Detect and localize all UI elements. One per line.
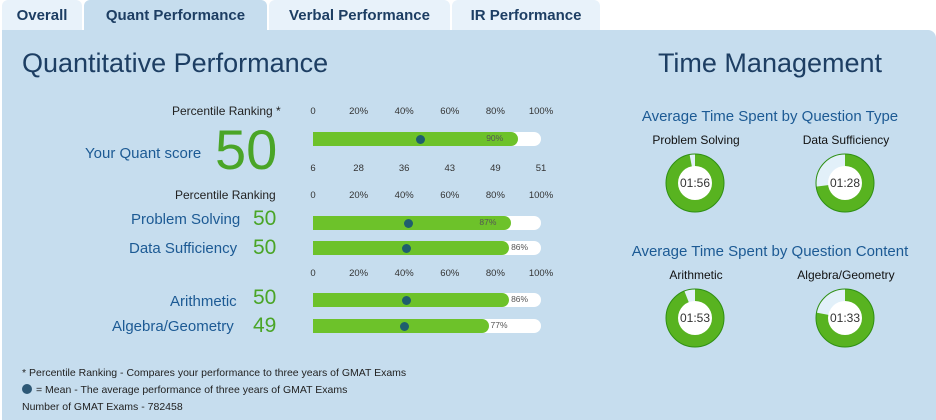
- pie-time-arithmetic: 01:53: [679, 311, 711, 325]
- mean-marker: [401, 295, 411, 305]
- data-sufficiency-label: Data Sufficiency: [129, 240, 238, 257]
- axis-tick: 100%: [528, 106, 554, 117]
- tab-verbal-performance[interactable]: Verbal Performance: [269, 0, 450, 30]
- pie-center: [828, 166, 862, 200]
- algebra-geometry-bar: 77%: [313, 319, 541, 333]
- axis-tick: 40%: [394, 190, 414, 201]
- footnote-percentile: * Percentile Ranking - Compares your per…: [22, 367, 407, 379]
- problem-solving-score: 50: [253, 207, 277, 230]
- quant-percentile-bar: 90%: [313, 132, 541, 146]
- pie-center: [678, 166, 712, 200]
- axis-tick: 0: [310, 268, 316, 279]
- axis-tick: 0: [310, 190, 316, 201]
- bar-fill: [313, 132, 519, 146]
- bar-fill: [313, 293, 510, 307]
- time-by-content-title: Average Time Spent by Question Content: [631, 243, 909, 260]
- mean-dot-icon: [22, 384, 32, 394]
- pie-label-problem-solving: Problem Solving: [652, 133, 740, 147]
- data-sufficiency-score: 50: [253, 236, 277, 259]
- axis-tick: 60%: [440, 190, 460, 201]
- algebra-geometry-score: 49: [253, 314, 277, 337]
- axis-tick: 100%: [528, 268, 554, 279]
- arithmetic-label: Arithmetic: [170, 293, 237, 310]
- mean-marker: [399, 321, 409, 331]
- data-sufficiency-bar: 86%: [313, 241, 541, 255]
- tab-bar: Overall Quant Performance Verbal Perform…: [0, 0, 936, 30]
- algebra-geometry-label: Algebra/Geometry: [112, 318, 234, 335]
- time-pie-algebra-geometry: [815, 288, 875, 348]
- tab-ir-performance[interactable]: IR Performance: [452, 0, 600, 30]
- axis-tick: 100%: [528, 190, 554, 201]
- bar-percent-label: 87%: [479, 217, 497, 227]
- pie-time-data-sufficiency: 01:28: [829, 176, 861, 190]
- axis-tick: 6: [310, 163, 316, 174]
- problem-solving-label: Problem Solving: [131, 211, 241, 228]
- mean-marker: [404, 218, 414, 228]
- pie-outline: [665, 288, 725, 348]
- pie-outline: [815, 153, 875, 213]
- pie-time-algebra-geometry: 01:33: [829, 311, 861, 325]
- pie-center: [828, 301, 862, 335]
- arithmetic-bar: 86%: [313, 293, 541, 307]
- axis-tick: 49: [490, 163, 501, 174]
- tab-quant-performance[interactable]: Quant Performance: [84, 0, 267, 30]
- mean-marker: [401, 243, 411, 253]
- time-pie-arithmetic: [665, 288, 725, 348]
- axis-tick: 40%: [394, 268, 414, 279]
- axis-tick: 36: [398, 163, 410, 174]
- footnote-mean-text: = Mean - The average performance of thre…: [36, 384, 348, 396]
- axis-tick: 0: [310, 106, 316, 117]
- time-pie-problem-solving: [665, 153, 725, 213]
- pie-outline: [665, 153, 725, 213]
- time-pie-data-sufficiency: [815, 153, 875, 213]
- pie-time-problem-solving: 01:56: [679, 176, 711, 190]
- axis-tick: 20%: [349, 190, 369, 201]
- pie-outline: [815, 288, 875, 348]
- axis-tick: 80%: [485, 190, 505, 201]
- time-management-title: Time Management: [657, 48, 883, 78]
- bar-fill: [313, 241, 510, 255]
- time-by-type-title: Average Time Spent by Question Type: [641, 108, 899, 125]
- quant-performance-title: Quantitative Performance: [22, 48, 329, 78]
- bar-percent-label: 90%: [486, 133, 504, 143]
- bar-percent-label: 77%: [490, 320, 508, 330]
- bar-percent-label: 86%: [511, 294, 529, 304]
- pie-label-algebra-geometry: Algebra/Geometry: [797, 268, 895, 282]
- axis-tick: 40%: [394, 106, 414, 117]
- problem-solving-bar: 87%: [313, 216, 541, 230]
- axis-tick: 20%: [349, 268, 369, 279]
- percentile-ranking-header: Percentile Ranking *: [172, 104, 281, 118]
- mean-marker: [415, 134, 425, 144]
- axis-tick: 60%: [440, 268, 460, 279]
- arithmetic-score: 50: [253, 286, 277, 309]
- axis-tick: 80%: [485, 268, 505, 279]
- axis-tick: 20%: [349, 106, 369, 117]
- axis-tick: 80%: [485, 106, 505, 117]
- pie-label-arithmetic: Arithmetic: [669, 268, 723, 282]
- axis-tick: 28: [353, 163, 364, 174]
- axis-tick: 60%: [440, 106, 460, 117]
- tab-overall[interactable]: Overall: [2, 0, 82, 30]
- axis-tick: 51: [535, 163, 547, 174]
- footnote-mean: = Mean - The average performance of thre…: [22, 384, 347, 396]
- bar-percent-label: 86%: [511, 242, 529, 252]
- quant-score-value: 50: [215, 118, 278, 181]
- axis-tick: 43: [444, 163, 456, 174]
- pie-center: [678, 301, 712, 335]
- footnote-exam-count: Number of GMAT Exams - 782458: [22, 401, 183, 413]
- percentile-ranking-header-2: Percentile Ranking: [175, 188, 276, 202]
- quant-score-label: Your Quant score: [85, 145, 202, 162]
- pie-label-data-sufficiency: Data Sufficiency: [802, 133, 890, 147]
